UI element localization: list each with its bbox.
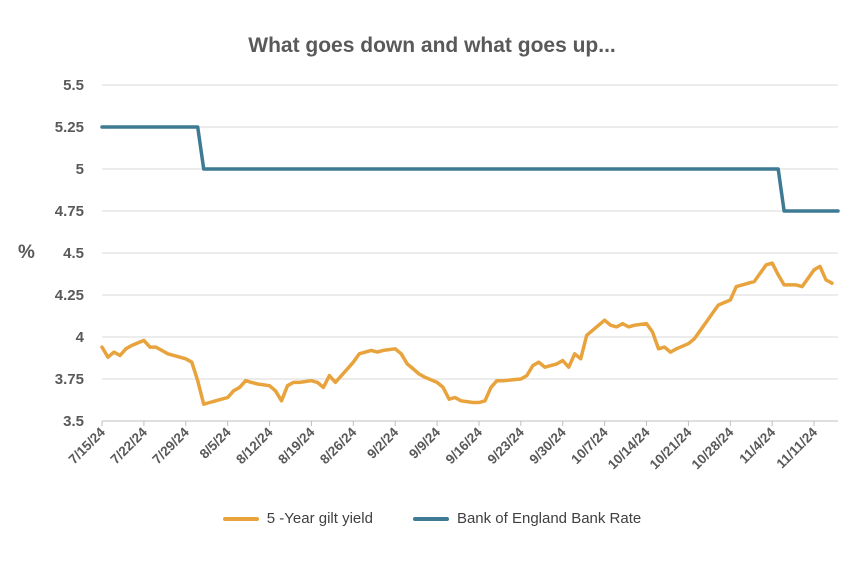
x-tick-label: 8/19/24	[275, 424, 318, 467]
x-tick-label: 9/2/24	[364, 424, 401, 461]
x-tick-label: 8/26/24	[317, 424, 360, 467]
x-tick-label: 9/9/24	[406, 424, 443, 461]
x-tick-label: 11/11/24	[773, 424, 820, 471]
x-tick-label: 10/28/24	[689, 424, 737, 472]
x-tick-label: 10/14/24	[605, 424, 653, 472]
x-tick-labels: 7/15/24 7/22/24 7/29/24 8/5/24 8/12/24 8/19/2…	[66, 420, 838, 472]
x-tick-label: 9/16/24	[443, 424, 486, 467]
y-tick-label: 4.5	[63, 245, 84, 262]
x-tick-label: 9/30/24	[526, 424, 569, 467]
bank-rate-line	[100, 125, 840, 213]
x-tick-label: 11/4/24	[736, 424, 778, 466]
x-tick-label: 9/23/24	[485, 424, 528, 467]
legend-item-bank-rate: Bank of England Bank Rate	[412, 510, 642, 527]
y-axis-label: %	[18, 242, 35, 263]
x-tick-label: 7/15/24	[66, 424, 109, 467]
x-tick-label: 10/21/24	[647, 424, 695, 472]
y-tick-labels: 3.5 3.75 4 4.25 4.5 4.75 5 5.25 5.5	[55, 77, 85, 430]
y-tick-label: 4.25	[55, 287, 84, 304]
legend: 5 -Year gilt yield Bank of England Bank …	[0, 510, 864, 527]
series-lines	[100, 125, 840, 406]
y-tick-label: 4	[76, 329, 85, 346]
y-tick-label: 5.25	[55, 119, 84, 136]
legend-item-gilt: 5 -Year gilt yield	[222, 510, 373, 527]
gilt-yield-line	[100, 261, 834, 406]
y-tick-label: 3.5	[63, 413, 84, 430]
y-tick-label: 5.5	[63, 77, 84, 94]
legend-label-bank-rate: Bank of England Bank Rate	[456, 510, 642, 527]
y-tick-label: 5	[76, 161, 84, 178]
legend-swatch-gilt	[222, 516, 259, 521]
gridlines	[102, 84, 838, 422]
y-tick-label: 4.75	[55, 203, 84, 220]
x-tick-label: 8/5/24	[197, 424, 234, 461]
x-tick-label: 8/12/24	[233, 424, 276, 467]
y-tick-label: 3.75	[55, 371, 84, 388]
legend-label-gilt: 5 -Year gilt yield	[266, 510, 373, 527]
x-tick-label: 7/29/24	[149, 424, 192, 467]
chart-title: What goes down and what goes up...	[248, 34, 616, 57]
x-tick-label: 7/22/24	[108, 424, 151, 467]
legend-swatch-bank-rate	[412, 516, 449, 521]
